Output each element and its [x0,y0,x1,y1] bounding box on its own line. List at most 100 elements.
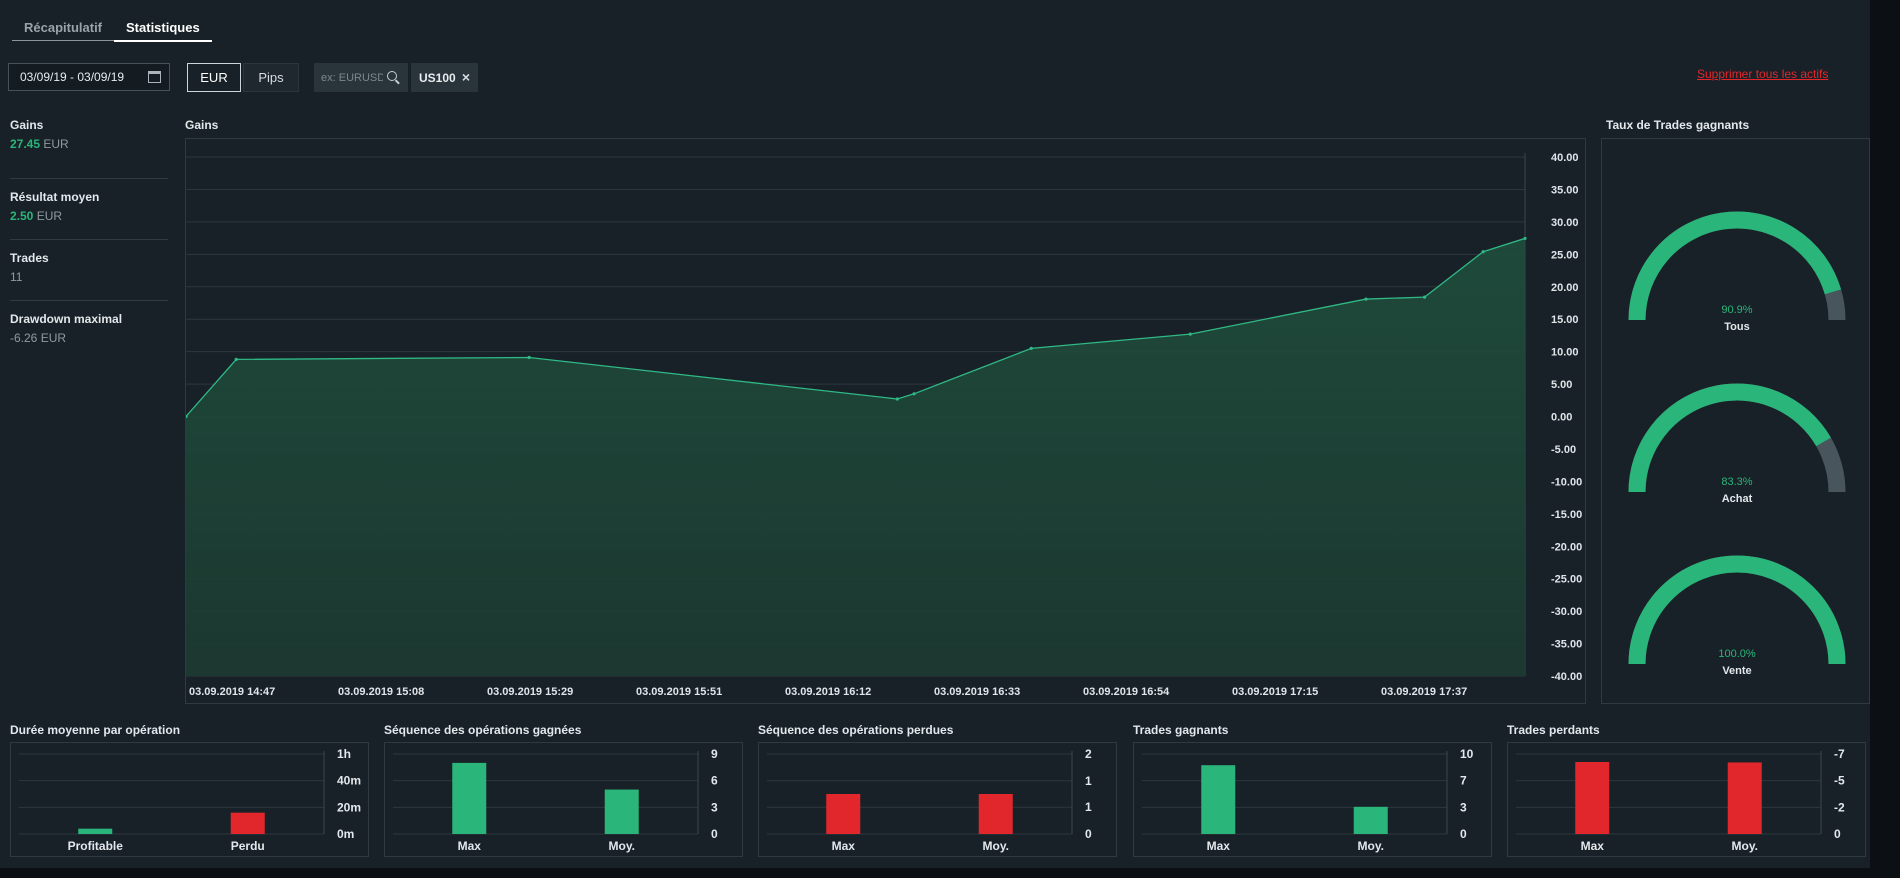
gains-point[interactable] [895,397,899,401]
gains-point[interactable] [1523,236,1527,241]
losing-trades-bar-moy[interactable] [1727,762,1762,834]
gauge-tous: 90.9% Tous [1628,211,1846,333]
loss-streak-category-label: Max [832,839,856,853]
losing-trades-category-label: Moy. [1732,839,1758,853]
avg-duration-bar-profitable[interactable] [78,828,113,834]
avg-duration-y-tick-label: 40m [337,774,361,788]
winning-trades-y-tick-label: 0 [1460,827,1467,841]
losing-trades-bar-max[interactable] [1575,762,1610,834]
gains-point[interactable] [1364,297,1368,301]
winning-trades-category-label: Moy. [1358,839,1384,853]
stat-label: Drawdown maximal [10,312,123,326]
loss-streak-bar-moy[interactable] [978,794,1013,834]
tab-recapitulatif[interactable]: Récapitulatif [24,20,103,35]
gains-y-tick-label: 30.00 [1551,217,1579,229]
win-rate-gauges: 90.9% Tous 83.3% Achat 100.0% Vente [1628,211,1846,677]
calendar-icon[interactable] [148,71,161,83]
stat-drawdown-maximal: Drawdown maximal -6.26 EUR [10,301,168,362]
win-streak-category-label: Max [458,839,482,853]
gains-point[interactable] [1422,295,1427,299]
date-range-picker[interactable]: 03/09/19 - 03/09/19 [8,63,170,91]
gains-point[interactable] [1029,346,1033,350]
search-icon[interactable] [387,71,397,81]
tab-statistiques[interactable]: Statistiques [114,16,212,42]
gains-point[interactable] [1188,332,1192,336]
asset-chip-label: US100 [419,70,456,85]
gauge-label: Vente [1722,665,1751,677]
gains-point[interactable] [234,357,238,362]
close-icon[interactable]: × [461,69,470,85]
gauge-percent: 100.0% [1718,648,1756,660]
gauge-vente: 100.0% Vente [1628,555,1846,677]
gains-x-tick-label: 03.09.2019 15:08 [338,686,424,698]
gains-point[interactable] [527,355,531,360]
losing-trades-y-tick-label: -7 [1834,747,1845,761]
stat-number: -6.26 [10,331,38,345]
winning-trades-bar-max[interactable] [1201,765,1236,834]
loss-streak-bar-max[interactable] [826,794,861,834]
gauge-percent: 90.9% [1721,304,1752,316]
gains-y-tick-label: 20.00 [1551,282,1579,294]
currency-pips-button[interactable]: Pips [243,63,299,92]
gauge-label: Achat [1722,493,1753,505]
gains-y-tick-label: -30.00 [1551,606,1582,618]
gauge-fill [1628,555,1846,665]
gains-y-tick-label: -40.00 [1551,671,1582,683]
win-rate-title: Taux de Trades gagnants [1606,118,1750,132]
gains-x-tick-label: 03.09.2019 16:54 [1083,686,1170,698]
winning-trades-panel: 10 7 3 0 Max Moy. [1133,742,1492,857]
loss-streak-category-label: Moy. [983,839,1009,853]
stat-value: 27.45 EUR [10,137,168,151]
gains-y-tick-label: -15.00 [1551,509,1582,521]
gains-x-tick-label: 03.09.2019 15:51 [636,686,722,698]
gains-chart-title: Gains [185,118,219,132]
win-streak-y-tick-label: 9 [711,747,718,761]
avg-duration-category-label: Profitable [68,839,124,853]
gains-y-tick-label: -10.00 [1551,476,1582,488]
asset-search[interactable] [314,63,408,92]
win-rate-panel: 90.9% Tous 83.3% Achat 100.0% Vente [1601,138,1870,704]
losing-trades-chart: -7 -5 -2 0 Max Moy. [1516,747,1845,853]
loss-streak-y-tick-label: 0 [1085,827,1092,841]
gains-x-tick-label: 03.09.2019 17:15 [1232,686,1318,698]
gains-y-tick-label: -20.00 [1551,541,1582,553]
gauge-fill [1628,211,1842,321]
gauge-percent: 83.3% [1721,476,1752,488]
win-streak-bar-max[interactable] [452,762,487,834]
date-range-value: 03/09/19 - 03/09/19 [20,70,125,84]
gains-point[interactable] [912,392,916,396]
stat-trades: Trades 11 [10,240,168,301]
gains-point[interactable] [1481,250,1485,254]
stat-number: 2.50 [10,209,34,223]
stat-value: 2.50 EUR [10,209,168,223]
loss-streak-title: Séquence des opérations perdues [758,723,954,737]
stat-value: -6.26 EUR [10,331,168,345]
gains-area [186,238,1525,676]
loss-streak-y-tick-label: 1 [1085,774,1092,788]
win-streak-bar-moy[interactable] [604,789,639,834]
loss-streak-panel: 2 1 1 0 Max Moy. [758,742,1117,857]
win-streak-y-tick-label: 6 [711,774,718,788]
stat-number: 11 [10,270,23,284]
gains-y-tick-label: 0.00 [1551,412,1572,424]
gains-y-tick-label: -35.00 [1551,639,1582,651]
winning-trades-y-tick-label: 7 [1460,774,1467,788]
delete-all-assets-link[interactable]: Supprimer tous les actifs [1697,67,1829,81]
losing-trades-y-tick-label: 0 [1834,827,1841,841]
avg-duration-bar-perdu[interactable] [230,812,265,834]
stat-value: 11 [10,270,168,284]
gains-y-tick-label: 40.00 [1551,152,1579,164]
loss-streak-y-tick-label: 1 [1085,800,1092,814]
gains-y-tick-label: 15.00 [1551,314,1579,326]
gains-x-tick-label: 03.09.2019 17:37 [1381,686,1467,698]
stat-label: Résultat moyen [10,190,100,204]
winning-trades-title: Trades gagnants [1133,723,1229,737]
gains-point[interactable] [184,414,188,419]
winning-trades-bar-moy[interactable] [1353,806,1388,834]
tab-bar: Récapitulatif Statistiques [12,16,212,42]
win-streak-y-tick-label: 0 [711,827,718,841]
currency-eur-button[interactable]: EUR [187,63,241,92]
loss-streak-y-tick-label: 2 [1085,747,1092,761]
stat-gains: Gains 27.45 EUR [10,118,168,179]
asset-search-input[interactable] [321,71,383,84]
